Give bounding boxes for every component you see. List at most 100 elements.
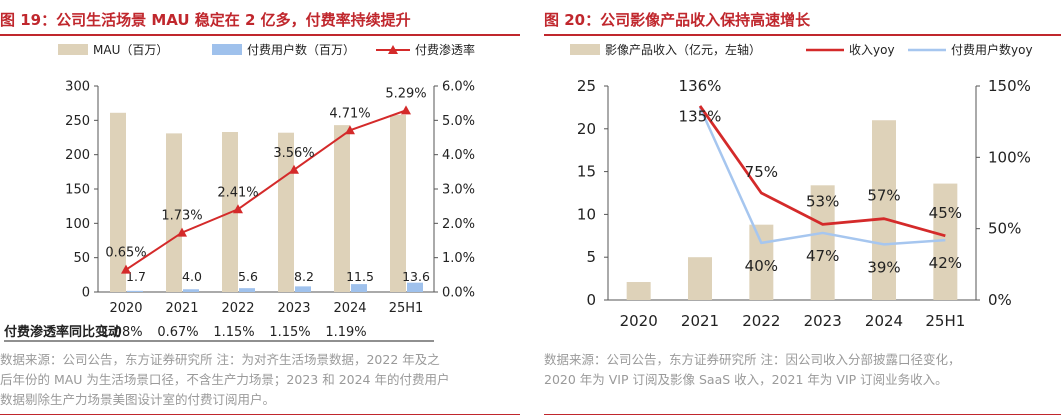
data-label-paid-users: 11.5 [346,269,374,284]
bar-paid-users [351,284,367,292]
data-label-penetration: 0.65% [105,246,146,261]
y-tick-label-left: 10 [577,205,596,223]
y-tick-label-left: 0 [82,286,90,301]
source-note: 数据来源：公司公告，东方证券研究所 注：因公司收入分部披露口径变化， 2020 … [544,350,960,390]
bar-revenue [749,224,774,300]
line-revenue-yoy [698,105,946,238]
bar-paid-users [127,290,143,292]
y-tick-label-right: 100% [988,148,1031,166]
bar-mau [390,114,406,292]
data-label-penetration: 1.73% [161,209,202,224]
source-line: 数据来源：公司公告，东方证券研究所 注：因公司收入分部披露口径变化， [544,352,961,367]
legend-swatch-paid [212,44,242,55]
data-label-paid-users-yoy: 39% [867,258,900,276]
marker-penetration [121,264,131,274]
table-row-value: 1.08% [101,325,142,340]
data-label-revenue-yoy: 53% [806,192,839,210]
y-tick-label-right: 0.0% [442,286,475,301]
marker-penetration [233,204,243,214]
legend-marker-penetration [388,45,398,54]
bar-paid-users [407,282,423,292]
y-tick-label-right: 4.0% [442,148,475,163]
x-tick-label: 2022 [742,312,780,330]
chart-panel-revenue: 图 20：公司影像产品收入保持高速增长 影像产品收入（亿元，左轴） 收入yoy 付费… [544,0,1061,420]
y-tick-label-right: 2.0% [442,217,475,232]
line-penetration [125,109,407,271]
x-tick-label: 2020 [109,301,142,316]
x-tick-label: 2022 [221,301,254,316]
bar-revenue [810,185,835,300]
data-label-revenue-yoy: 75% [745,163,778,181]
data-label-penetration: 2.41% [217,185,258,200]
y-tick-label-right: 5.0% [442,114,475,129]
data-label-paid-users-yoy: 135% [679,107,722,125]
y-tick-label-left: 200 [65,148,90,163]
data-label-penetration: 4.71% [329,106,370,121]
data-label-paid-users: 4.0 [182,269,202,284]
data-label-revenue-yoy: 136% [679,77,722,95]
x-tick-label: 2021 [681,312,719,330]
y-tick-label-left: 0 [586,291,596,309]
legend-label: MAU（百万） [93,43,168,57]
table-row-value: 1.19% [325,325,366,340]
legend-label: 影像产品收入（亿元，左轴） [605,42,761,57]
data-label-paid-users: 8.2 [294,269,314,284]
legend-swatch-mau [58,44,88,55]
bar-mau [110,112,126,292]
bar-revenue [626,282,651,300]
x-tick-label: 2020 [620,312,658,330]
y-tick-label-right: 150% [988,77,1031,95]
chart-panel-mau: 图 19：公司生活场景 MAU 稳定在 2 亿多，付费率持续提升 MAU（百万）… [0,0,520,420]
chart-title-bar: 图 20：公司影像产品收入保持高速增长 [544,0,1061,40]
y-tick-label-left: 150 [65,183,90,198]
table-row-label: 付费渗透率同比变动 [4,324,121,340]
data-label-revenue-yoy: 57% [867,187,900,205]
y-tick-label-right: 50% [988,220,1021,238]
source-note: 数据来源：公司公告，东方证券研究所 注：为对齐生活场景数据，2022 年及之 后… [0,350,449,410]
bar-paid-users [183,289,199,292]
legend-swatch-revenue [570,44,600,55]
data-label-revenue-yoy: 45% [929,204,962,222]
y-tick-label-left: 20 [577,120,596,138]
data-label-paid-users-yoy: 47% [806,247,839,265]
y-tick-label-left: 250 [65,114,90,129]
bar-revenue [688,257,712,300]
x-tick-label: 25H1 [389,301,424,316]
chart-title-bar: 图 19：公司生活场景 MAU 稳定在 2 亿多，付费率持续提升 [0,0,520,40]
y-tick-label-left: 5 [586,248,596,266]
title-divider [544,34,1061,36]
chart-title: 图 20：公司影像产品收入保持高速增长 [544,11,811,29]
legend-label: 付费用户数（百万） [247,42,355,57]
data-label-paid-users: 13.6 [402,269,430,284]
source-line: 2020 年为 VIP 订阅及影像 SaaS 收入，2021 年为 VIP 订阅… [544,372,948,387]
bottom-divider [0,414,520,415]
bar-mau [334,125,350,292]
y-tick-label-left: 50 [73,251,90,266]
data-label-penetration: 3.56% [273,146,314,161]
chart-mau-penetration: MAU（百万） 付费用户数（百万） 付费渗透率 0 50 100 150 200 250 300 0… [4,42,475,342]
bar-mau [166,133,182,292]
data-label-paid-users-yoy: 42% [929,254,962,272]
x-tick-label: 2021 [165,301,198,316]
table-row-value: 1.15% [269,325,310,340]
legend-label: 付费用户数yoy [951,42,1033,57]
x-tick-label: 25H1 [925,312,965,330]
y-tick-label-right: 6.0% [442,80,475,95]
legend-label: 收入yoy [849,43,895,57]
y-tick-label-left: 100 [65,217,90,232]
x-tick-label: 2023 [804,312,842,330]
x-tick-label: 2024 [333,301,366,316]
y-tick-label-left: 15 [577,163,596,181]
chart-title: 图 19：公司生活场景 MAU 稳定在 2 亿多，付费率持续提升 [0,11,411,29]
bar-revenue [872,120,896,301]
x-tick-label: 2024 [865,312,903,330]
y-tick-label-left: 300 [65,80,90,95]
data-label-penetration: 5.29% [385,86,426,101]
source-line: 数据剔除生产力场景美图设计室的付费订阅用户。 [0,392,276,407]
bar-paid-users [239,288,255,292]
legend-label: 付费渗透率 [415,42,475,57]
chart-imaging-revenue: 影像产品收入（亿元，左轴） 收入yoy 付费用户数yoy 0 5 10 15 20 25 0% 50… [570,42,1033,330]
marker-penetration [401,105,411,115]
source-line: 后年份的 MAU 为生活场景口径，不含生产力场景；2023 和 2024 年的付… [0,372,450,387]
y-tick-label-left: 25 [577,77,596,95]
